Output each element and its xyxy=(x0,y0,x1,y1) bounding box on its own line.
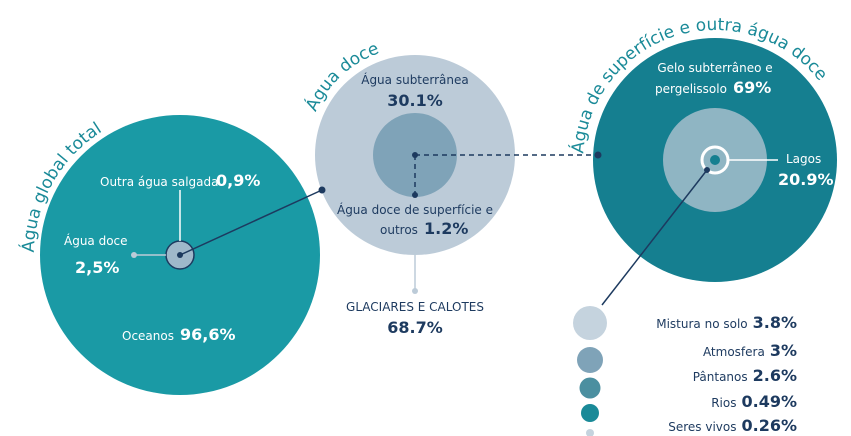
legend-label: Mistura no solo xyxy=(656,317,747,331)
connector xyxy=(601,169,708,306)
label: Água doce de superfície e xyxy=(337,202,493,217)
label: pergelissolo xyxy=(655,82,727,96)
dot xyxy=(318,186,326,194)
legend-value: 3.8% xyxy=(753,313,797,332)
legend-label: Atmosfera xyxy=(703,345,765,359)
label: Gelo subterrâneo e xyxy=(657,61,772,75)
legend: Mistura no solo 3.8% Atmosfera 3% Pântanos 2.… xyxy=(656,313,797,435)
connector xyxy=(179,189,323,256)
dot xyxy=(412,288,418,294)
legend-bubble xyxy=(586,429,594,436)
legend-value: 3% xyxy=(770,341,797,360)
dot xyxy=(412,192,418,198)
value: 2,5% xyxy=(75,258,119,277)
value: 20.9% xyxy=(778,170,834,189)
label: GLACIARES E CALOTES xyxy=(346,300,484,314)
dot xyxy=(177,252,183,258)
legend-bubble xyxy=(581,404,599,422)
dot xyxy=(131,252,137,258)
legend-label: Rios xyxy=(711,396,736,410)
legend-label: Seres vivos xyxy=(668,420,736,434)
value: 30.1% xyxy=(387,91,443,110)
value: 69% xyxy=(733,78,771,97)
dot xyxy=(704,167,710,173)
value: 1.2% xyxy=(424,219,468,238)
label: Lagos xyxy=(786,152,821,166)
value: 96,6% xyxy=(180,325,236,344)
label: outros xyxy=(380,223,418,237)
value: 68.7% xyxy=(387,318,443,337)
legend-value: 0.26% xyxy=(741,416,797,435)
dot xyxy=(594,151,602,159)
legend-bubble xyxy=(579,377,601,399)
label: Outra água salgada xyxy=(100,175,218,189)
label: Oceanos xyxy=(122,329,174,343)
legend-bubble xyxy=(573,306,607,340)
legend-bubble xyxy=(577,347,603,373)
value: 0,9% xyxy=(216,171,260,190)
dot xyxy=(412,152,418,158)
legend-label: Pântanos xyxy=(693,370,748,384)
label: Água doce xyxy=(64,233,128,248)
circle-core xyxy=(710,155,720,165)
legend-value: 0.49% xyxy=(741,392,797,411)
legend-value: 2.6% xyxy=(753,366,797,385)
label: Água subterrânea xyxy=(361,72,469,87)
